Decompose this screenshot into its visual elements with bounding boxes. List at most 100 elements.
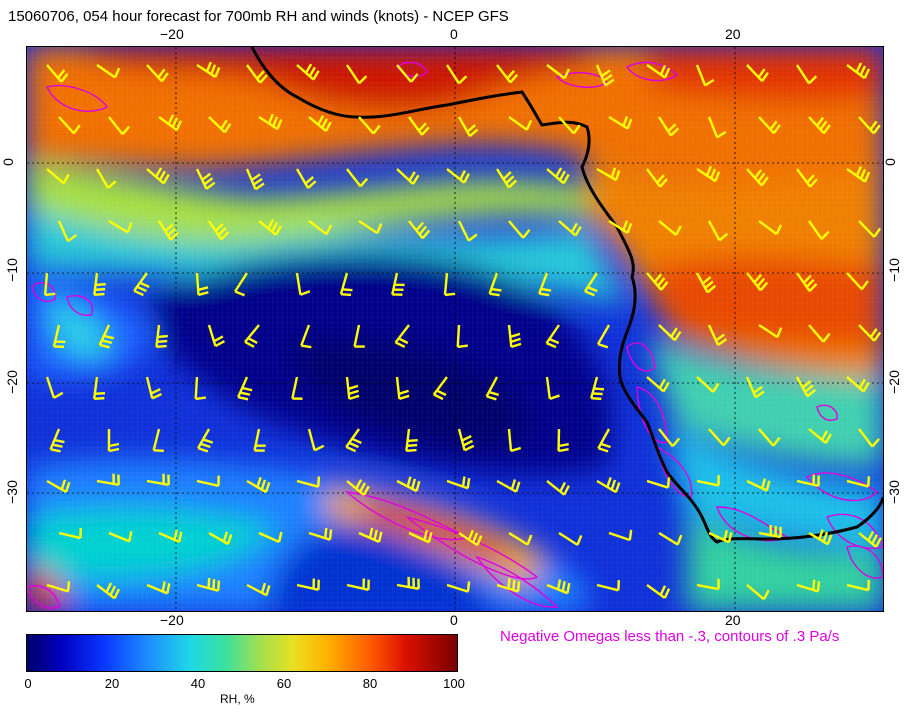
wind-barb xyxy=(353,324,365,348)
wind-barb xyxy=(808,529,833,546)
wind-barb xyxy=(846,272,869,291)
wind-barb xyxy=(146,167,170,185)
wind-barb xyxy=(258,219,282,236)
wind-barb xyxy=(746,584,770,601)
wind-barb xyxy=(446,168,470,184)
wind-barb xyxy=(45,376,64,399)
wind-barb xyxy=(858,324,882,342)
wind-barb xyxy=(583,272,599,297)
wind-barb xyxy=(858,530,882,548)
wind-barb xyxy=(696,376,720,393)
wind-barb xyxy=(308,220,333,236)
wind-barb xyxy=(546,480,570,496)
colorbar-tick: 0 xyxy=(24,676,32,691)
wind-barb xyxy=(696,578,720,591)
wind-barb xyxy=(745,376,765,399)
wind-barb xyxy=(457,428,475,452)
wind-barb xyxy=(157,220,179,241)
top-tick-label: 0 xyxy=(450,26,458,42)
wind-barb xyxy=(597,428,611,453)
wind-barb xyxy=(507,324,522,349)
wind-barb xyxy=(558,531,583,546)
top-tick-label: −20 xyxy=(160,26,184,42)
wind-barb xyxy=(108,116,131,136)
wind-barb xyxy=(307,428,325,452)
wind-barb xyxy=(808,324,831,343)
wind-barb xyxy=(858,220,882,238)
wind-barb xyxy=(658,324,682,342)
wind-barb xyxy=(746,64,769,82)
wind-barb xyxy=(46,479,71,493)
omega-note: Negative Omegas less than -.3, contours … xyxy=(500,628,840,645)
wind-barb xyxy=(98,324,115,349)
wind-barb xyxy=(758,220,783,236)
wind-barb xyxy=(245,168,265,191)
wind-barb xyxy=(391,272,405,296)
wind-barb xyxy=(145,376,162,400)
wind-barb xyxy=(194,376,206,401)
wind-barb xyxy=(746,168,769,187)
wind-barb xyxy=(608,115,633,130)
rh-colorbar xyxy=(26,634,458,672)
wind-barb xyxy=(133,272,150,297)
wind-barb xyxy=(208,220,230,241)
bottom-tick-label: 0 xyxy=(450,612,458,628)
wind-barb xyxy=(346,479,370,497)
wind-barb xyxy=(195,168,216,190)
wind-barb xyxy=(796,474,820,488)
wind-barb xyxy=(696,475,720,487)
wind-barb xyxy=(58,116,81,135)
wind-barb xyxy=(557,428,569,453)
wind-barbs xyxy=(43,61,882,601)
wind-barb xyxy=(746,272,769,292)
wind-barb xyxy=(508,531,533,546)
wind-barb xyxy=(646,376,670,393)
wind-barb xyxy=(796,272,818,292)
wind-barb xyxy=(339,272,353,297)
wind-barb xyxy=(458,529,483,547)
wind-barb xyxy=(107,428,120,453)
wind-barb xyxy=(396,576,420,591)
wind-barb xyxy=(196,475,220,487)
wind-barb xyxy=(396,476,421,493)
wind-barb xyxy=(457,116,479,138)
wind-barb xyxy=(346,578,370,592)
wind-barb xyxy=(152,428,164,453)
right-tick-label: −20 xyxy=(885,370,902,394)
wind-barb xyxy=(207,324,225,348)
wind-barb xyxy=(496,64,519,84)
wind-barb xyxy=(146,581,171,595)
wind-barb xyxy=(508,220,531,239)
top-tick-label: 20 xyxy=(725,26,741,42)
wind-barb xyxy=(496,578,521,593)
wind-barb xyxy=(646,64,671,79)
wind-barb xyxy=(597,324,611,349)
wind-barb xyxy=(508,116,533,131)
wind-barb xyxy=(846,166,871,183)
wind-barb xyxy=(196,61,221,79)
wind-barb xyxy=(300,324,312,349)
wind-barb xyxy=(695,272,717,294)
wind-barb xyxy=(488,272,502,297)
wind-barb xyxy=(657,116,680,137)
wind-barb xyxy=(646,168,668,188)
wind-barb xyxy=(808,116,831,135)
wind-barb xyxy=(658,428,681,448)
wind-barb xyxy=(707,324,728,347)
wind-barb xyxy=(695,64,715,87)
wind-barb xyxy=(758,116,781,135)
wind-barb xyxy=(346,168,369,188)
wind-barb xyxy=(358,527,383,543)
wind-barb xyxy=(358,219,383,235)
wind-barb xyxy=(707,116,727,139)
colorbar-tick: 60 xyxy=(276,676,292,691)
wind-barb xyxy=(108,531,133,543)
wind-barb xyxy=(538,272,552,297)
right-tick-label: −10 xyxy=(885,258,902,282)
wind-barb xyxy=(646,584,671,599)
right-tick-label: 0 xyxy=(881,158,898,166)
wind-barb xyxy=(846,376,870,393)
coastline xyxy=(250,47,883,544)
wind-barb xyxy=(196,577,221,592)
wind-barb xyxy=(595,64,615,87)
